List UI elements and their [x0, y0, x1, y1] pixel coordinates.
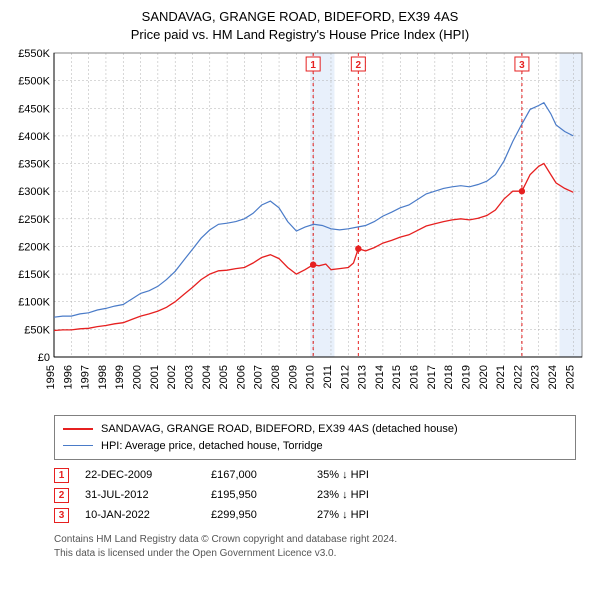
marker-number-box: 1	[54, 468, 69, 483]
legend-row: SANDAVAG, GRANGE ROAD, BIDEFORD, EX39 4A…	[63, 421, 567, 438]
svg-text:£0: £0	[38, 352, 50, 364]
svg-text:2014: 2014	[374, 365, 386, 389]
svg-text:2016: 2016	[409, 365, 421, 389]
legend-box: SANDAVAG, GRANGE ROAD, BIDEFORD, EX39 4A…	[54, 415, 576, 460]
marker-number-box: 2	[54, 488, 69, 503]
svg-text:3: 3	[519, 60, 525, 71]
svg-text:2002: 2002	[166, 365, 178, 389]
marker-dot-1	[310, 262, 316, 268]
chart-area: £0 £50K £100K £150K £200K £250K £300K £350K £400…	[10, 49, 590, 409]
marker-dot-2	[355, 246, 361, 252]
svg-text:2012: 2012	[339, 365, 351, 389]
marker-date: 10-JAN-2022	[85, 506, 195, 526]
svg-text:£400K: £400K	[18, 131, 50, 143]
svg-text:2000: 2000	[132, 365, 144, 389]
svg-text:2004: 2004	[201, 365, 213, 389]
footer-line-2: This data is licensed under the Open Gov…	[54, 547, 576, 561]
marker-delta: 27% ↓ HPI	[317, 506, 369, 526]
title-line-2: Price paid vs. HM Land Registry's House …	[10, 26, 590, 44]
marker-delta: 23% ↓ HPI	[317, 486, 369, 506]
svg-text:1: 1	[310, 60, 316, 71]
marker-price: £299,950	[211, 506, 301, 526]
marker-dot-3	[519, 188, 525, 194]
marker-price: £195,950	[211, 486, 301, 506]
svg-text:2018: 2018	[443, 365, 455, 389]
svg-text:1996: 1996	[62, 365, 74, 389]
svg-text:£50K: £50K	[24, 324, 50, 336]
svg-text:£200K: £200K	[18, 242, 50, 254]
chart-container: SANDAVAG, GRANGE ROAD, BIDEFORD, EX39 4A…	[0, 0, 600, 590]
footer-attribution: Contains HM Land Registry data © Crown c…	[54, 533, 576, 560]
svg-text:2: 2	[356, 60, 362, 71]
svg-text:£450K: £450K	[18, 103, 50, 115]
svg-text:£100K: £100K	[18, 297, 50, 309]
marker-date: 31-JUL-2012	[85, 486, 195, 506]
svg-text:2022: 2022	[512, 365, 524, 389]
marker-row: 3 10-JAN-2022 £299,950 27% ↓ HPI	[54, 506, 576, 526]
svg-text:1999: 1999	[114, 365, 126, 389]
svg-text:2019: 2019	[460, 365, 472, 389]
legend-label: HPI: Average price, detached house, Torr…	[101, 438, 323, 455]
svg-text:2021: 2021	[495, 365, 507, 389]
svg-text:1995: 1995	[45, 365, 57, 389]
svg-text:2005: 2005	[218, 365, 230, 389]
svg-text:2017: 2017	[426, 365, 438, 389]
svg-text:£300K: £300K	[18, 186, 50, 198]
svg-text:2007: 2007	[253, 365, 265, 389]
legend-row: HPI: Average price, detached house, Torr…	[63, 438, 567, 455]
svg-text:2023: 2023	[530, 365, 542, 389]
chart-svg: £0 £50K £100K £150K £200K £250K £300K £350K £400…	[10, 49, 590, 409]
marker-row: 1 22-DEC-2009 £167,000 35% ↓ HPI	[54, 466, 576, 486]
svg-text:2010: 2010	[305, 365, 317, 389]
svg-text:2024: 2024	[547, 365, 559, 389]
svg-text:£550K: £550K	[18, 49, 50, 60]
svg-text:£350K: £350K	[18, 159, 50, 171]
svg-text:2025: 2025	[564, 365, 576, 389]
footer-line-1: Contains HM Land Registry data © Crown c…	[54, 533, 576, 547]
title-block: SANDAVAG, GRANGE ROAD, BIDEFORD, EX39 4A…	[10, 8, 590, 43]
svg-text:2008: 2008	[270, 365, 282, 389]
legend-swatch	[63, 445, 93, 446]
marker-number-box: 3	[54, 508, 69, 523]
svg-text:£150K: £150K	[18, 269, 50, 281]
svg-text:2020: 2020	[478, 365, 490, 389]
svg-text:2013: 2013	[357, 365, 369, 389]
svg-text:2015: 2015	[391, 365, 403, 389]
svg-text:1998: 1998	[97, 365, 109, 389]
legend-swatch	[63, 428, 93, 430]
legend-label: SANDAVAG, GRANGE ROAD, BIDEFORD, EX39 4A…	[101, 421, 458, 438]
svg-text:£500K: £500K	[18, 76, 50, 88]
title-line-1: SANDAVAG, GRANGE ROAD, BIDEFORD, EX39 4A…	[10, 8, 590, 26]
svg-text:2006: 2006	[235, 365, 247, 389]
svg-text:2009: 2009	[287, 365, 299, 389]
svg-text:2011: 2011	[322, 365, 334, 389]
marker-row: 2 31-JUL-2012 £195,950 23% ↓ HPI	[54, 486, 576, 506]
svg-text:2001: 2001	[149, 365, 161, 389]
svg-text:1997: 1997	[80, 365, 92, 389]
marker-table: 1 22-DEC-2009 £167,000 35% ↓ HPI 2 31-JUL-201…	[54, 466, 576, 525]
marker-delta: 35% ↓ HPI	[317, 466, 369, 486]
svg-text:£250K: £250K	[18, 214, 50, 226]
marker-date: 22-DEC-2009	[85, 466, 195, 486]
svg-text:2003: 2003	[183, 365, 195, 389]
marker-price: £167,000	[211, 466, 301, 486]
